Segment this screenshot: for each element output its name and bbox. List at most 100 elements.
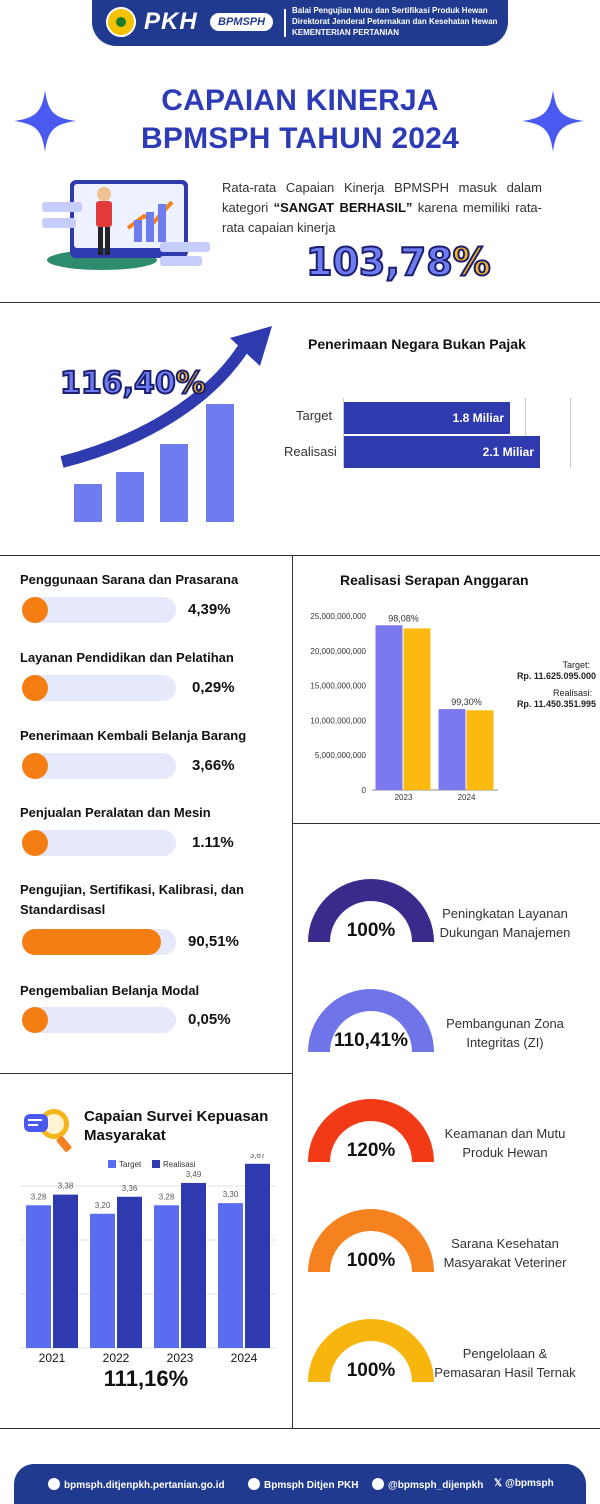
anggaran-bar [375,625,403,790]
footer-website[interactable]: bpmsph.ditjenpkh.pertanian.go.id [48,1478,225,1491]
footer-instagram-text: @bpmsph_dijenpkh [388,1480,484,1491]
section-divider [0,555,600,556]
legend-label: Realisasi [163,1160,196,1169]
section-divider [0,1073,292,1074]
column-divider [292,555,293,1428]
progress-track [22,675,176,701]
footer-instagram[interactable]: @bpmsph_dijenpkh [372,1478,483,1491]
y-tick-label: 0 [362,786,367,795]
survey-bar-chart: Target Realisasi 3,28 3,38 2021 3,20 3,36 2022 3… [20,1154,276,1364]
y-tick-label: 10,000,000,000 [310,716,366,725]
item-title-belanja-barang: Penerimaan Kembali Belanja Barang [20,728,247,743]
org-line-2: Direktorat Jenderal Peternakan dan Keseh… [292,17,498,26]
x-tick-label: 2023 [395,793,413,802]
anggaran-data-label: 99,30% [451,697,482,707]
pnbp-title: Penerimaan Negara Bukan Pajak [308,336,526,352]
item-title-peralatan: Penjualan Peralatan dan Mesin [20,805,211,820]
footer-bar [14,1464,586,1504]
ministry-seal-logo [106,7,136,37]
bpmsph-logo: BPMSPH [210,13,274,31]
y-tick-label: 20,000,000,000 [310,647,366,656]
x-tick-label: 2021 [39,1351,66,1364]
x-icon: 𝕏 [494,1478,503,1489]
y-tick-label: 5,000,000,000 [315,751,367,760]
survey-data-label: 3,28 [31,1192,47,1201]
legend-label: Target [119,1160,142,1169]
survey-data-label: 3,20 [95,1201,111,1210]
gauge-label: Pembangunan Zona Integritas (ZI) [446,1016,564,1050]
pnbp-realisasi-label: Realisasi [284,444,337,459]
progress-track [22,929,176,955]
y-tick-label: 25,000,000,000 [310,612,366,621]
footer-facebook[interactable]: Bpmsph Ditjen PKH [248,1478,358,1491]
progress-fill [22,929,162,955]
gauge-label: Peningkatan Layanan Dukungan Manajemen [439,906,571,940]
intro-text-before: Rata-rata Capaian Kinerja BPMSPH masuk d… [222,180,542,215]
intro-text-after: karena memiliki rata-rata capaian kinerj… [222,200,542,235]
progress-fill [22,597,48,623]
anggaran-bar [466,710,494,790]
progress-fill [22,1007,48,1033]
average-achievement-percent-sign: % [452,239,492,285]
footer-website-text: bpmsph.ditjenpkh.pertanian.go.id [64,1480,225,1491]
item-value-sarana: 4,39% [188,601,231,618]
progress-fill [22,830,48,856]
presentation-illustration [42,180,210,270]
survey-data-label: 3,38 [58,1182,74,1191]
growth-arrow-chart [60,326,272,522]
x-tick-label: 2024 [458,793,476,802]
sparkle-icon [14,90,76,152]
anggaran-target-value: Rp. 11.625.095.000 [516,671,596,681]
gauge-arc [308,1319,434,1383]
footer-facebook-text: Bpmsph Ditjen PKH [264,1480,359,1491]
progress-track [22,597,176,623]
pnbp-target-label: Target [296,408,333,423]
gauge-arc-fill [308,1099,434,1163]
anggaran-legend-text: Target: Rp. 11.625.095.000 Realisasi: Rp… [506,660,596,710]
gauge-label: Sarana Kesehatan Masyarakat Veteriner [443,1236,567,1270]
footer-x-text: @bpmsph [505,1478,554,1489]
gauge-arc [308,1099,434,1163]
survey-bar [154,1205,179,1348]
instagram-icon [372,1478,384,1490]
pnbp-achievement-value: 116,40% [59,365,207,402]
anggaran-bar-chart: 25,000,000,000 20,000,000,000 15,000,000,0… [310,612,498,802]
anggaran-realisasi-value: Rp. 11.450.351.995 [516,699,596,709]
survey-title: Capaian Survei Kepuasan Masyarakat [84,1107,268,1145]
footer-x[interactable]: 𝕏 @bpmsph [494,1478,554,1489]
survey-data-label: 3,67 [250,1154,266,1160]
page-title-line-1: CAPAIAN KINERJA [161,84,439,117]
gauge-value: 120% [346,1140,396,1161]
pnbp-grid-line [570,398,571,468]
survey-magnifier-icon [24,1109,72,1152]
section-divider [0,302,600,303]
survey-bar [53,1194,78,1348]
x-tick-label: 2024 [231,1351,258,1364]
intro-highlight: “SANGAT BERHASIL” [273,200,413,215]
survey-data-label: 3,49 [186,1170,202,1179]
gauge-value: 100% [346,1360,396,1381]
gauge-arc [308,879,434,943]
gauge-value: 100% [346,1250,396,1271]
pnbp-grid-line [525,398,526,468]
survey-bar [90,1213,115,1348]
x-tick-label: 2023 [167,1351,194,1364]
average-achievement-number: 103,78 [305,239,454,285]
org-line-1: Balai Pengujian Mutu dan Sertifikasi Pro… [292,6,488,15]
banner-divider [284,9,286,37]
pnbp-realisasi-bar: 2.1 Miliar [344,436,540,468]
legend-swatch [108,1160,116,1168]
anggaran-data-label: 98,08% [388,613,419,623]
section-divider [0,1428,600,1429]
sparkle-icon [522,90,584,152]
item-title-diklat: Layanan Pendidikan dan Pelatihan [20,650,234,665]
survey-bar [117,1196,142,1348]
page-title-line-2: BPMSPH TAHUN 2024 [141,122,459,155]
globe-icon [48,1478,60,1490]
survey-data-label: 3,30 [223,1190,239,1199]
gauge-arc-fill [308,989,434,1053]
item-title-sarana: Penggunaan Sarana dan Prasarana [20,572,239,587]
pnbp-achievement-number: 116,40 [59,365,177,402]
gauge-label: Keamanan dan Mutu Produk Hewan [444,1126,566,1160]
intro-paragraph: Rata-rata Capaian Kinerja BPMSPH masuk d… [222,178,542,238]
